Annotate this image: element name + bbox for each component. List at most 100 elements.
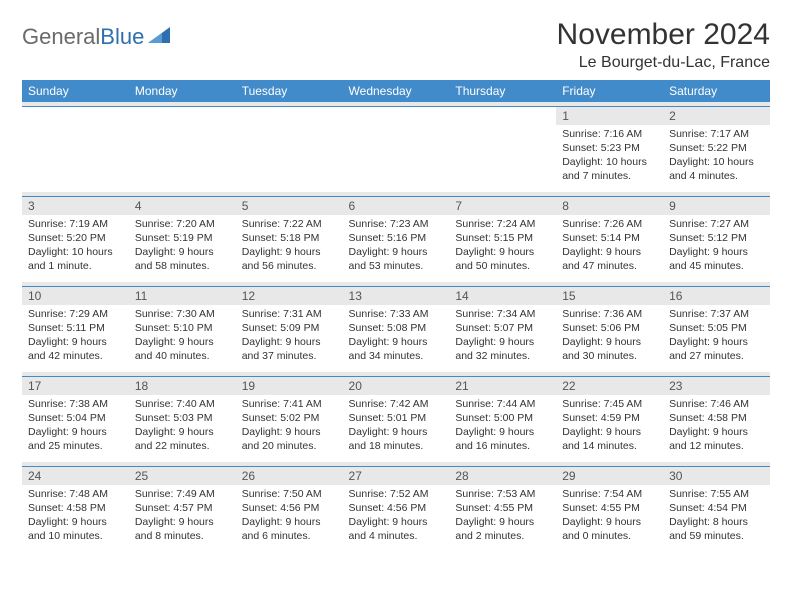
day-number: 28 (449, 467, 556, 485)
calendar-day-cell: 5Sunrise: 7:22 AMSunset: 5:18 PMDaylight… (236, 196, 343, 282)
daylight-text: Daylight: 9 hours and 53 minutes. (349, 245, 444, 273)
sunset-text: Sunset: 5:18 PM (242, 231, 337, 245)
sunset-text: Sunset: 5:00 PM (455, 411, 550, 425)
sunrise-text: Sunrise: 7:16 AM (562, 127, 657, 141)
calendar-day-cell: 10Sunrise: 7:29 AMSunset: 5:11 PMDayligh… (22, 286, 129, 372)
day-details: Sunrise: 7:50 AMSunset: 4:56 PMDaylight:… (236, 485, 343, 548)
weekday-header: Friday (556, 80, 663, 102)
sunset-text: Sunset: 5:01 PM (349, 411, 444, 425)
sunrise-text: Sunrise: 7:19 AM (28, 217, 123, 231)
daylight-text: Daylight: 9 hours and 18 minutes. (349, 425, 444, 453)
sunrise-text: Sunrise: 7:20 AM (135, 217, 230, 231)
calendar-day-cell: 3Sunrise: 7:19 AMSunset: 5:20 PMDaylight… (22, 196, 129, 282)
calendar-day-cell (22, 106, 129, 192)
daylight-text: Daylight: 9 hours and 16 minutes. (455, 425, 550, 453)
day-number: 4 (129, 197, 236, 215)
calendar-day-cell: 27Sunrise: 7:52 AMSunset: 4:56 PMDayligh… (343, 466, 450, 552)
calendar-day-cell: 14Sunrise: 7:34 AMSunset: 5:07 PMDayligh… (449, 286, 556, 372)
day-number: 18 (129, 377, 236, 395)
day-details: Sunrise: 7:20 AMSunset: 5:19 PMDaylight:… (129, 215, 236, 278)
day-number: 27 (343, 467, 450, 485)
day-number: 15 (556, 287, 663, 305)
sunset-text: Sunset: 5:20 PM (28, 231, 123, 245)
daylight-text: Daylight: 10 hours and 7 minutes. (562, 155, 657, 183)
sunset-text: Sunset: 4:57 PM (135, 501, 230, 515)
sunrise-text: Sunrise: 7:24 AM (455, 217, 550, 231)
sunrise-text: Sunrise: 7:29 AM (28, 307, 123, 321)
weekday-header: Sunday (22, 80, 129, 102)
calendar-day-cell: 17Sunrise: 7:38 AMSunset: 5:04 PMDayligh… (22, 376, 129, 462)
sunrise-text: Sunrise: 7:55 AM (669, 487, 764, 501)
daylight-text: Daylight: 9 hours and 27 minutes. (669, 335, 764, 363)
title-block: November 2024 Le Bourget-du-Lac, France (557, 18, 770, 72)
sunrise-text: Sunrise: 7:30 AM (135, 307, 230, 321)
calendar-day-cell: 7Sunrise: 7:24 AMSunset: 5:15 PMDaylight… (449, 196, 556, 282)
calendar-day-cell: 13Sunrise: 7:33 AMSunset: 5:08 PMDayligh… (343, 286, 450, 372)
day-number: 14 (449, 287, 556, 305)
weekday-header: Monday (129, 80, 236, 102)
daylight-text: Daylight: 8 hours and 59 minutes. (669, 515, 764, 543)
calendar-day-cell: 18Sunrise: 7:40 AMSunset: 5:03 PMDayligh… (129, 376, 236, 462)
sunset-text: Sunset: 4:55 PM (455, 501, 550, 515)
weekday-header: Saturday (663, 80, 770, 102)
day-details: Sunrise: 7:54 AMSunset: 4:55 PMDaylight:… (556, 485, 663, 548)
daylight-text: Daylight: 9 hours and 58 minutes. (135, 245, 230, 273)
day-details: Sunrise: 7:53 AMSunset: 4:55 PMDaylight:… (449, 485, 556, 548)
daylight-text: Daylight: 9 hours and 4 minutes. (349, 515, 444, 543)
sunrise-text: Sunrise: 7:22 AM (242, 217, 337, 231)
day-number: 11 (129, 287, 236, 305)
sunrise-text: Sunrise: 7:31 AM (242, 307, 337, 321)
calendar-day-cell: 8Sunrise: 7:26 AMSunset: 5:14 PMDaylight… (556, 196, 663, 282)
calendar-day-cell: 6Sunrise: 7:23 AMSunset: 5:16 PMDaylight… (343, 196, 450, 282)
daylight-text: Daylight: 9 hours and 50 minutes. (455, 245, 550, 273)
sunrise-text: Sunrise: 7:46 AM (669, 397, 764, 411)
calendar-day-cell: 2Sunrise: 7:17 AMSunset: 5:22 PMDaylight… (663, 106, 770, 192)
calendar-week-row: 10Sunrise: 7:29 AMSunset: 5:11 PMDayligh… (22, 286, 770, 372)
day-details: Sunrise: 7:48 AMSunset: 4:58 PMDaylight:… (22, 485, 129, 548)
weekday-header: Wednesday (343, 80, 450, 102)
sunset-text: Sunset: 5:15 PM (455, 231, 550, 245)
daylight-text: Daylight: 9 hours and 20 minutes. (242, 425, 337, 453)
sunrise-text: Sunrise: 7:40 AM (135, 397, 230, 411)
calendar-day-cell: 16Sunrise: 7:37 AMSunset: 5:05 PMDayligh… (663, 286, 770, 372)
sunrise-text: Sunrise: 7:17 AM (669, 127, 764, 141)
day-number: 26 (236, 467, 343, 485)
day-number: 20 (343, 377, 450, 395)
day-number: 3 (22, 197, 129, 215)
sunrise-text: Sunrise: 7:50 AM (242, 487, 337, 501)
weekday-header: Thursday (449, 80, 556, 102)
calendar-day-cell (129, 106, 236, 192)
day-details: Sunrise: 7:29 AMSunset: 5:11 PMDaylight:… (22, 305, 129, 368)
day-number: 12 (236, 287, 343, 305)
daylight-text: Daylight: 9 hours and 56 minutes. (242, 245, 337, 273)
sunrise-text: Sunrise: 7:34 AM (455, 307, 550, 321)
sunset-text: Sunset: 5:11 PM (28, 321, 123, 335)
day-number: 25 (129, 467, 236, 485)
calendar-day-cell: 4Sunrise: 7:20 AMSunset: 5:19 PMDaylight… (129, 196, 236, 282)
sunset-text: Sunset: 5:10 PM (135, 321, 230, 335)
calendar-day-cell (449, 106, 556, 192)
day-details: Sunrise: 7:17 AMSunset: 5:22 PMDaylight:… (663, 125, 770, 188)
sunset-text: Sunset: 4:59 PM (562, 411, 657, 425)
sunset-text: Sunset: 4:56 PM (349, 501, 444, 515)
logo-text-blue: Blue (100, 24, 144, 50)
daylight-text: Daylight: 9 hours and 45 minutes. (669, 245, 764, 273)
day-number: 19 (236, 377, 343, 395)
daylight-text: Daylight: 9 hours and 32 minutes. (455, 335, 550, 363)
calendar-day-cell: 29Sunrise: 7:54 AMSunset: 4:55 PMDayligh… (556, 466, 663, 552)
calendar-day-cell (236, 106, 343, 192)
day-details: Sunrise: 7:19 AMSunset: 5:20 PMDaylight:… (22, 215, 129, 278)
calendar-week-row: 1Sunrise: 7:16 AMSunset: 5:23 PMDaylight… (22, 106, 770, 192)
sunrise-text: Sunrise: 7:38 AM (28, 397, 123, 411)
location: Le Bourget-du-Lac, France (557, 54, 770, 72)
daylight-text: Daylight: 9 hours and 47 minutes. (562, 245, 657, 273)
day-details: Sunrise: 7:49 AMSunset: 4:57 PMDaylight:… (129, 485, 236, 548)
daylight-text: Daylight: 9 hours and 8 minutes. (135, 515, 230, 543)
day-number: 10 (22, 287, 129, 305)
header: GeneralBlue November 2024 Le Bourget-du-… (22, 18, 770, 72)
daylight-text: Daylight: 9 hours and 34 minutes. (349, 335, 444, 363)
day-number: 2 (663, 107, 770, 125)
sunset-text: Sunset: 4:55 PM (562, 501, 657, 515)
daylight-text: Daylight: 9 hours and 30 minutes. (562, 335, 657, 363)
day-number: 16 (663, 287, 770, 305)
